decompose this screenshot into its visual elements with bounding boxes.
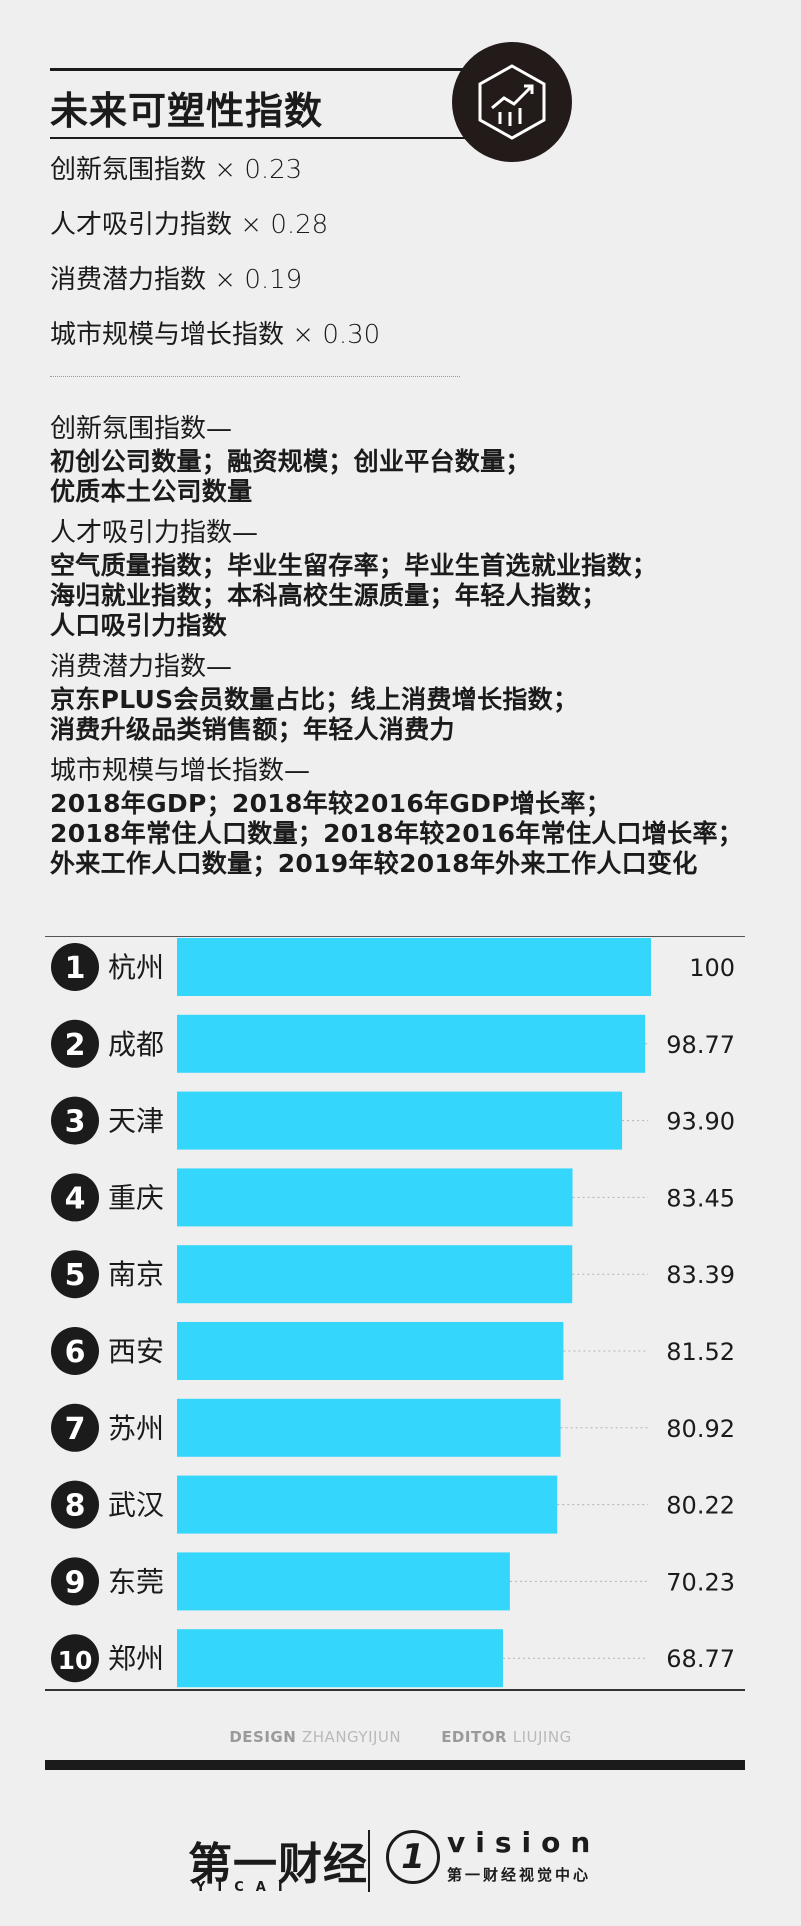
definition-line: 京东PLUS会员数量占比；线上消费增长指数；	[50, 685, 579, 714]
value-label: 80.92	[666, 1415, 735, 1443]
city-label: 东莞	[108, 1565, 164, 1598]
definition-line: 消费升级品类销售额；年轻人消费力	[50, 715, 455, 744]
rank-badge	[51, 1634, 99, 1683]
rank-number: 3	[65, 1105, 86, 1140]
city-label: 西安	[108, 1335, 164, 1368]
value-label: 70.23	[666, 1568, 735, 1596]
rank-number: 2	[65, 1028, 86, 1063]
formula-list: 创新氛围指数 × 0.23 人才吸引力指数 × 0.28 消费潜力指数 × 0.…	[50, 150, 380, 370]
footer: 第一财经 YICAI 1 vision 第一财经视觉中心	[0, 1822, 801, 1895]
city-label: 天津	[108, 1105, 164, 1138]
rank-badge	[51, 1480, 99, 1529]
rank-badge	[51, 943, 99, 991]
bar	[177, 1168, 573, 1227]
definition-head: 人才吸引力指数—	[50, 518, 259, 548]
value-label: 80.22	[666, 1492, 735, 1520]
city-label: 苏州	[108, 1412, 164, 1445]
value-label: 98.77	[666, 1031, 735, 1059]
rank-badge	[51, 1557, 99, 1606]
bar	[177, 1475, 558, 1534]
rank-badge	[51, 1173, 99, 1222]
bar	[177, 1398, 561, 1457]
definition-line: 人口吸引力指数	[50, 611, 228, 640]
city-label: 南京	[108, 1258, 164, 1291]
editor-label: EDITOR	[441, 1728, 507, 1746]
definitions: 创新氛围指数— 初创公司数量；融资规模；创业平台数量； 优质本土公司数量 人才吸…	[50, 403, 790, 879]
yicai-logo-sub: YICAI	[196, 1880, 295, 1895]
footer-rule	[45, 1760, 745, 1770]
chart-bottom-rule	[45, 1689, 745, 1691]
rank-number: 8	[65, 1489, 86, 1524]
definition-line: 海归就业指数；本科高校生源质量；年轻人指数；	[50, 581, 607, 610]
bar	[177, 1552, 510, 1611]
definition-body: 空气质量指数；毕业生留存率；毕业生首选就业指数； 海归就业指数；本科高校生源质量…	[50, 551, 790, 641]
vision-mark-text: 1	[401, 1837, 425, 1877]
formula-item: 消费潜力指数 × 0.19	[50, 265, 303, 295]
city-label: 成都	[108, 1028, 164, 1061]
definition-line: 空气质量指数；毕业生留存率；毕业生首选就业指数；	[50, 551, 658, 580]
rank-number: 10	[58, 1646, 93, 1675]
definition-head: 消费潜力指数—	[50, 652, 233, 682]
value-label: 93.90	[666, 1108, 735, 1136]
rank-number: 7	[65, 1412, 86, 1447]
credits: DESIGN ZHANGYIJUN EDITOR LIUJING	[0, 1728, 801, 1746]
title-bottom-rule	[50, 137, 470, 139]
rank-badge	[51, 1327, 99, 1375]
title-top-rule	[50, 68, 470, 71]
yicai-logo: 第一财经	[188, 1839, 368, 1890]
definition-line: 优质本土公司数量	[50, 477, 253, 506]
bar	[177, 1629, 503, 1688]
rank-badge	[51, 1250, 99, 1299]
footer-divider	[368, 1830, 370, 1892]
value-label: 68.77	[666, 1645, 735, 1673]
rank-number: 1	[65, 951, 86, 986]
definition-line: 外来工作人口数量；2019年较2018年外来工作人口变化	[50, 849, 698, 878]
value-label: 83.45	[666, 1184, 735, 1212]
definition-body: 2018年GDP；2018年较2016年GDP增长率； 2018年常住人口数量；…	[50, 789, 790, 879]
bar	[177, 1014, 646, 1073]
definition-line: 初创公司数量；融资规模；创业平台数量；	[50, 447, 531, 476]
definition-head: 创新氛围指数—	[50, 414, 233, 444]
city-label: 武汉	[108, 1489, 164, 1522]
page-title: 未来可塑性指数	[50, 89, 324, 133]
bar	[177, 938, 651, 996]
dotted-divider	[50, 376, 460, 377]
editor-name: LIUJING	[512, 1728, 572, 1746]
growth-chart-icon	[452, 42, 572, 162]
rank-number: 5	[65, 1258, 86, 1293]
rank-badge	[51, 1096, 99, 1145]
chart-top-rule	[45, 936, 745, 937]
vision-mark-icon: 1	[386, 1830, 440, 1884]
definition-body: 京东PLUS会员数量占比；线上消费增长指数； 消费升级品类销售额；年轻人消费力	[50, 685, 790, 745]
vision-logo-sub: 第一财经视觉中心	[447, 1866, 592, 1884]
design-name: ZHANGYIJUN	[302, 1728, 402, 1746]
ranking-bar-chart: 1 杭州 100 2 成都 98.77 3 天津 93.90 4 重庆 83.45 5 南京 83.39 6 西…	[51, 938, 735, 1688]
formula-item: 城市规模与增长指数 × 0.30	[50, 320, 381, 350]
city-label: 重庆	[108, 1181, 164, 1214]
rank-badge	[51, 1019, 99, 1068]
definition-body: 初创公司数量；融资规模；创业平台数量； 优质本土公司数量	[50, 447, 790, 507]
vision-logo: vision	[447, 1826, 601, 1859]
rank-number: 9	[65, 1565, 86, 1600]
formula-item: 创新氛围指数 × 0.23	[50, 155, 303, 185]
definition-line: 2018年GDP；2018年较2016年GDP增长率；	[50, 789, 612, 818]
rank-number: 4	[65, 1181, 86, 1216]
city-label: 郑州	[108, 1642, 164, 1675]
rank-badge	[51, 1403, 99, 1452]
value-label: 83.39	[666, 1261, 735, 1289]
bar	[177, 1091, 623, 1150]
value-label: 81.52	[666, 1338, 735, 1366]
bar	[177, 1322, 564, 1380]
bar	[177, 1245, 573, 1304]
city-label: 杭州	[108, 951, 164, 984]
design-label: DESIGN	[229, 1728, 297, 1746]
definition-line: 2018年常住人口数量；2018年较2016年常住人口增长率；	[50, 819, 744, 848]
value-label: 100	[689, 954, 735, 982]
rank-number: 6	[65, 1335, 86, 1370]
formula-item: 人才吸引力指数 × 0.28	[50, 210, 329, 240]
definition-head: 城市规模与增长指数—	[50, 756, 311, 786]
